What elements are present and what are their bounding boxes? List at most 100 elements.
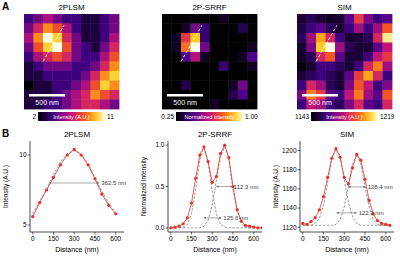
heat-cell xyxy=(307,43,317,53)
heat-cell xyxy=(354,24,364,34)
heat-cell xyxy=(43,33,53,43)
heat-cell xyxy=(345,100,355,110)
x-tick-label: 450 xyxy=(228,235,239,242)
heat-cell xyxy=(354,52,364,62)
heat-cell xyxy=(373,52,383,62)
colorbar-tick-label: 11 xyxy=(107,113,114,120)
heat-cell xyxy=(383,24,393,34)
heat-cell xyxy=(210,24,220,34)
data-point xyxy=(347,183,350,186)
heat-cell xyxy=(53,71,63,81)
data-point xyxy=(368,199,371,202)
heat-cell xyxy=(162,71,172,81)
y-tick xyxy=(28,225,31,226)
heat-cell xyxy=(316,52,326,62)
heat-cell xyxy=(172,81,182,91)
data-point xyxy=(384,223,387,226)
heat-cell xyxy=(91,100,101,110)
heat-cell xyxy=(219,52,229,62)
y-tick-label: 5 xyxy=(23,221,27,228)
heat-cell xyxy=(34,81,44,91)
data-point xyxy=(59,163,62,166)
heat-cell xyxy=(335,71,345,81)
heat-cell xyxy=(238,71,248,81)
heat-cell xyxy=(383,33,393,43)
heat-cell xyxy=(335,100,345,110)
heat-cell xyxy=(316,14,326,24)
heat-cell xyxy=(24,81,34,91)
annotation: 125.6 nm xyxy=(223,215,248,221)
heat-cell xyxy=(383,43,393,53)
heat-cell xyxy=(345,90,355,100)
heat-cell xyxy=(43,52,53,62)
y-tick-label: 1160 xyxy=(283,185,297,192)
heat-cell xyxy=(62,43,72,53)
heat-cell xyxy=(172,71,182,81)
heat-cell xyxy=(162,14,172,24)
data-point xyxy=(219,152,222,155)
x-tick-label: 300 xyxy=(69,235,80,242)
heat-cell xyxy=(191,52,201,62)
data-point xyxy=(31,215,34,218)
heat-cell xyxy=(364,43,374,53)
data-point xyxy=(186,216,189,219)
heat-cell xyxy=(210,33,220,43)
scale-bar xyxy=(302,94,338,97)
heat-cell xyxy=(373,24,383,34)
heat-cell xyxy=(210,71,220,81)
heat-cell xyxy=(81,90,91,100)
heat-cell xyxy=(345,43,355,53)
heat-cell xyxy=(364,100,374,110)
heat-cell xyxy=(91,33,101,43)
heat-cell xyxy=(200,33,210,43)
heat-cell xyxy=(81,33,91,43)
heat-cell xyxy=(229,90,239,100)
colorbar xyxy=(38,112,105,121)
heat-cell xyxy=(229,71,239,81)
heat-cell xyxy=(316,71,326,81)
heat-cell xyxy=(91,90,101,100)
x-tick-label: 150 xyxy=(48,235,59,242)
heat-cell xyxy=(238,24,248,34)
y-tick-label: 1.0 xyxy=(155,141,164,148)
y-tick xyxy=(298,188,301,189)
heat-cell xyxy=(72,100,82,110)
heat-cell xyxy=(81,52,91,62)
heat-cell xyxy=(297,14,307,24)
heat-cell xyxy=(229,33,239,43)
x-axis xyxy=(30,232,124,233)
heat-cell xyxy=(238,14,248,24)
panel-title: 2PLSM xyxy=(58,3,85,12)
data-point xyxy=(198,153,201,156)
x-tick-label: 600 xyxy=(248,235,259,242)
colorbar xyxy=(311,112,378,121)
colorbar-tick-label: 1143 xyxy=(295,113,309,120)
data-point xyxy=(194,177,197,180)
heat-cell xyxy=(191,14,201,24)
heat-cell xyxy=(345,81,355,91)
heat-cell xyxy=(383,71,393,81)
scale-bar xyxy=(29,94,65,97)
heat-cell xyxy=(307,81,317,91)
x-tick-label: 150 xyxy=(318,235,329,242)
heat-cell xyxy=(229,43,239,53)
heat-cell xyxy=(354,100,364,110)
heat-cell xyxy=(162,62,172,72)
heat-cell xyxy=(248,33,258,43)
heat-cell xyxy=(297,71,307,81)
heat-cell xyxy=(34,71,44,81)
colorbar-label: Normalized Intensity xyxy=(185,114,235,120)
data-point xyxy=(343,176,346,179)
colorbar-tick-label: 1.00 xyxy=(245,113,258,120)
heat-cell xyxy=(110,14,120,24)
heat-cell xyxy=(62,14,72,24)
heat-cell xyxy=(219,33,229,43)
figure: AB2PLSM500 nm211Intensity (A.U.)2P-SRRF5… xyxy=(0,0,400,261)
heat-cell xyxy=(219,100,229,110)
heat-cell xyxy=(210,81,220,91)
heat-cell xyxy=(383,100,393,110)
heat-cell xyxy=(248,43,258,53)
heat-cell xyxy=(297,43,307,53)
heat-cell xyxy=(62,100,72,110)
x-tick-label: 600 xyxy=(110,235,121,242)
